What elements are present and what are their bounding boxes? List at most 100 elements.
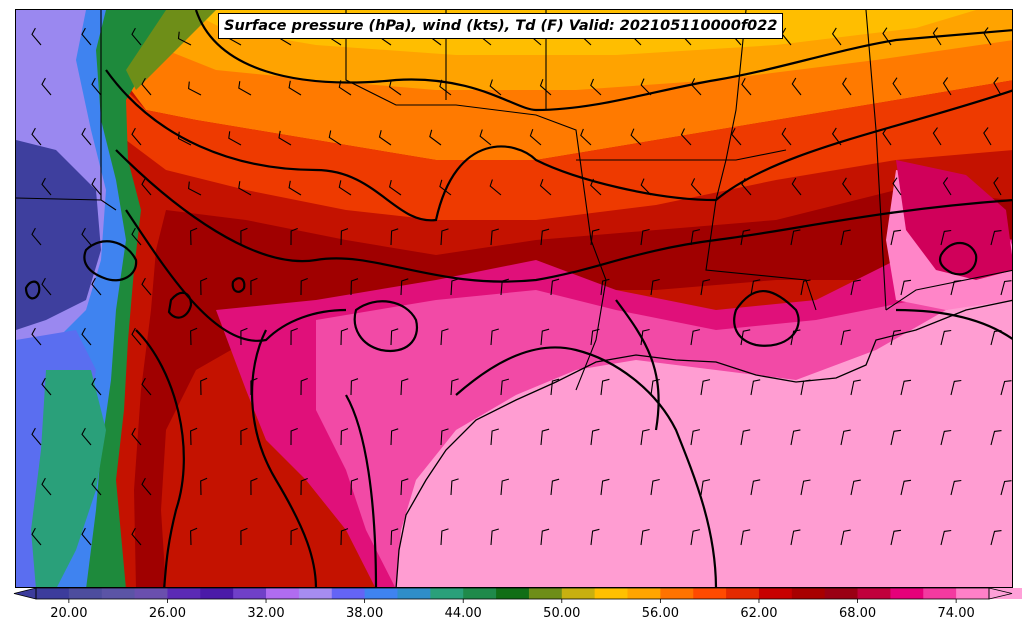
wind-barb (540, 328, 550, 346)
colorbar-segment (134, 588, 168, 599)
colorbar-segment (430, 588, 464, 599)
wind-barb (240, 527, 248, 546)
wind-barb (390, 528, 399, 546)
wind-barb (1000, 480, 1012, 496)
wind-barb (390, 328, 399, 346)
wind-barb (388, 79, 402, 96)
wind-barb (640, 78, 652, 96)
colorbar-segment (758, 588, 793, 599)
colorbar-tick-label: 50.00 (543, 606, 580, 621)
wind-barb (650, 478, 660, 496)
wind-barb (550, 278, 560, 296)
wind-barb (41, 77, 52, 96)
colorbar-tick-label: 38.00 (346, 606, 383, 621)
wind-barb (81, 227, 92, 246)
wind-barb (400, 378, 409, 396)
wind-barb (91, 177, 102, 196)
wind-barb (690, 78, 702, 96)
wind-barb (238, 181, 252, 196)
wind-barb (429, 129, 442, 146)
wind-barb (850, 279, 861, 296)
colorbar-segment (857, 588, 891, 599)
colorbar-segment (331, 588, 366, 599)
wind-barb (882, 27, 892, 46)
wind-barb (993, 177, 1002, 196)
wind-barb (490, 428, 499, 446)
colorbar-segment (397, 588, 431, 599)
wind-barb (250, 477, 258, 496)
wind-barb (190, 227, 198, 246)
wind-barb (41, 277, 52, 296)
wind-barb (750, 379, 761, 396)
colorbar-outline (35, 587, 990, 600)
wind-barb (388, 179, 402, 196)
wind-barb (240, 327, 248, 346)
wind-barb (131, 27, 142, 46)
wind-barb (490, 528, 499, 546)
wind-barb (983, 27, 992, 46)
colorbar-segment (726, 588, 760, 599)
wind-barb (892, 177, 902, 196)
wind-barb (489, 79, 502, 96)
wind-barb (590, 328, 600, 346)
wind-barb (690, 229, 701, 246)
wind-barb (450, 278, 459, 296)
wind-barb (600, 478, 610, 496)
wind-barb (630, 128, 642, 146)
wind-barb (529, 129, 542, 146)
wind-barb (400, 478, 409, 496)
wind-barb (91, 377, 102, 396)
wind-barb (842, 177, 852, 196)
wind-barb (328, 130, 342, 146)
wind-barb (31, 127, 42, 146)
wind-barb (539, 179, 552, 196)
wind-barb (590, 528, 600, 546)
wind-barb (177, 131, 192, 146)
wind-barb (250, 277, 258, 296)
wind-barb (41, 377, 52, 396)
wind-barb (900, 279, 912, 296)
wind-barb (990, 330, 1002, 346)
colorbar-segment (68, 588, 103, 599)
colorbar-tick-label: 56.00 (642, 606, 679, 621)
wind-barb (781, 127, 792, 146)
wind-barb (31, 227, 42, 246)
wind-barb (700, 279, 711, 296)
wind-barb (440, 428, 449, 446)
wind-barb (940, 329, 952, 346)
wind-barb (600, 278, 610, 296)
colorbar-extend-min (13, 587, 37, 600)
wind-barb (390, 428, 399, 446)
wind-barb (200, 477, 208, 496)
wind-barb (540, 228, 550, 246)
wind-barb (590, 428, 600, 446)
wind-barb (590, 228, 600, 246)
wind-barb (81, 27, 92, 46)
colorbar-segment (101, 588, 136, 599)
wind-barb (450, 378, 459, 396)
wind-barb (700, 479, 711, 496)
colorbar-segment (956, 588, 990, 599)
wind-barb (240, 427, 248, 446)
wind-barb (540, 528, 550, 546)
wind-barb (942, 77, 952, 96)
wind-barb (790, 329, 801, 346)
wind-barb (338, 180, 352, 196)
wind-barb (278, 130, 292, 146)
wind-barb (590, 78, 602, 96)
colorbar-tick-label: 62.00 (740, 606, 777, 621)
wind-barb (200, 377, 208, 396)
wind-barb (850, 479, 861, 496)
colorbar-segment (167, 588, 201, 599)
wind-barb (131, 427, 142, 446)
colorbar-segments (13, 587, 1022, 600)
colorbar-segment (594, 588, 629, 599)
wind-barb (200, 277, 208, 296)
colorbar-segment (233, 588, 267, 599)
colorbar-segment (561, 588, 596, 599)
wind-barb (882, 127, 892, 146)
wind-barb (790, 429, 801, 446)
wind-barb (288, 80, 302, 96)
wind-barb (900, 479, 912, 496)
wind-barb (340, 528, 349, 546)
